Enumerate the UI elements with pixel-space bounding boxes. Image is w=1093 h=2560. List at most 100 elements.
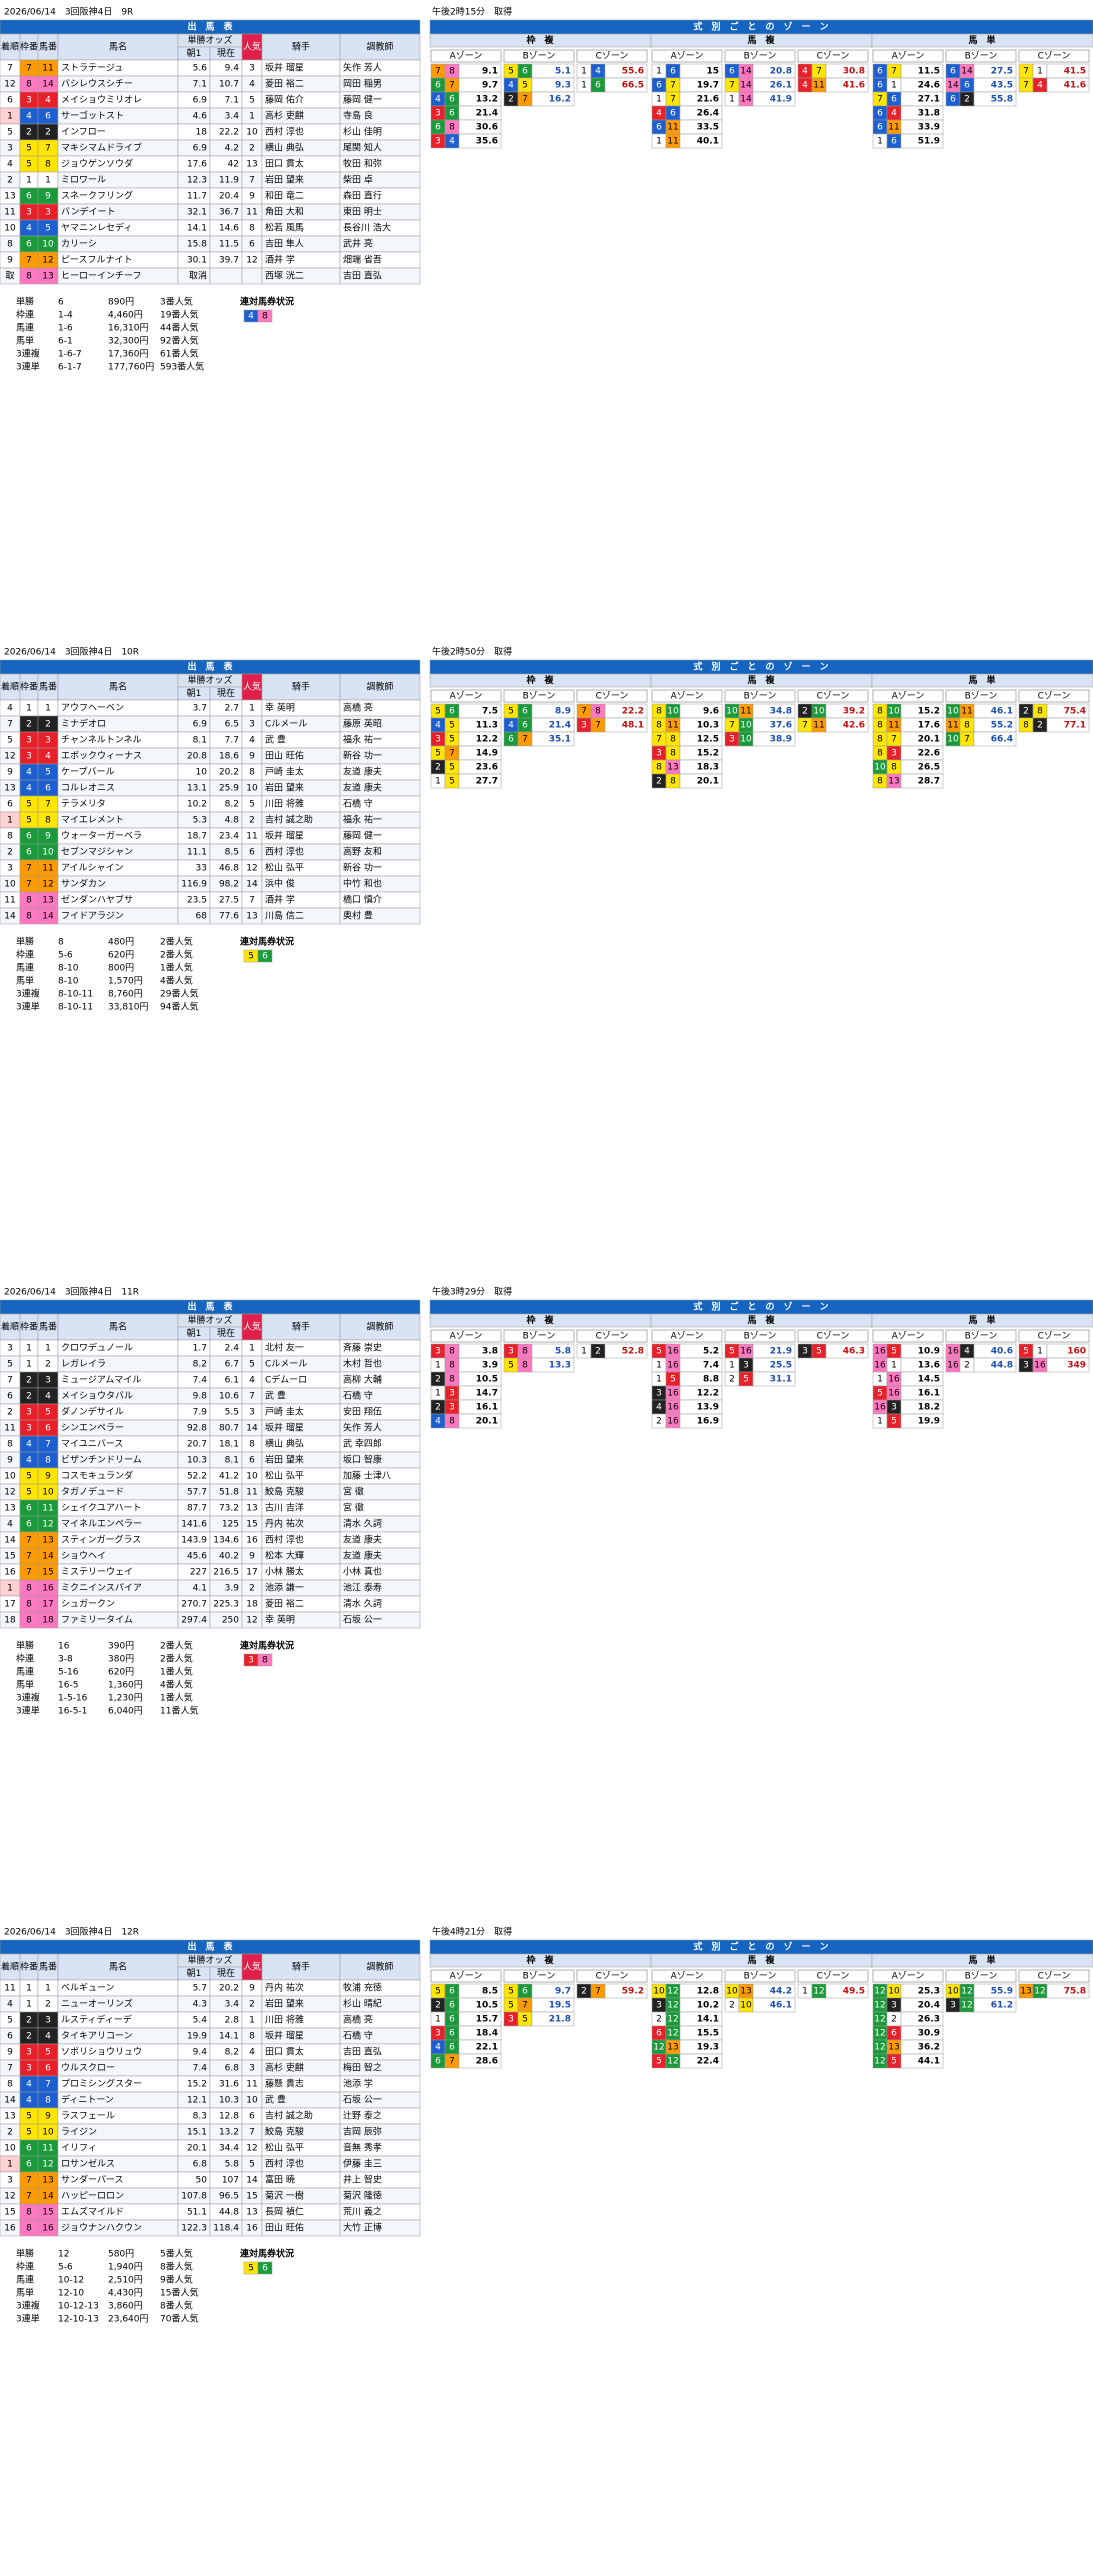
horse-now: 2.4 xyxy=(225,1344,240,1354)
zone-number: 3 xyxy=(891,1403,897,1413)
zone-number: 16 xyxy=(667,1347,679,1357)
zone-number: 13 xyxy=(667,763,678,773)
horse-rank: 8 xyxy=(7,1440,13,1450)
horse-name: ミクニインスパイア xyxy=(61,1583,142,1594)
payout: 枠連 xyxy=(16,1653,34,1665)
zone-number: 14 xyxy=(740,81,752,91)
horse-now: 10.7 xyxy=(219,80,239,90)
payout: 70番人気 xyxy=(160,2313,198,2325)
zone-value: 21.4 xyxy=(476,109,498,119)
zone-value: 37.6 xyxy=(770,721,792,731)
horse-now: 10.6 xyxy=(219,1392,239,1402)
horse-jockey: 浜中 俊 xyxy=(265,878,295,890)
zone-number: 13 xyxy=(888,2043,899,2053)
horse-now: 4.2 xyxy=(225,144,239,154)
horse-frame: 8 xyxy=(26,912,32,922)
zone-number: 13 xyxy=(888,777,899,787)
zone-number: 10 xyxy=(740,735,752,745)
horse-trainer: 吉田 直弘 xyxy=(343,270,382,282)
table-title: 出 馬 表 xyxy=(187,1941,233,1953)
payout: 177,760円 xyxy=(108,362,154,373)
zone-value: 52.8 xyxy=(622,1347,644,1357)
payout: 2,510円 xyxy=(108,2275,143,2286)
horse-pop: 4 xyxy=(249,1376,255,1386)
zone-number: 7 xyxy=(729,721,735,731)
zone-value: 20.1 xyxy=(918,735,940,745)
horse-frame: 7 xyxy=(26,64,32,74)
horse-jockey: 田口 貫太 xyxy=(265,2046,304,2058)
horse-name: ウォーターガーベラ xyxy=(61,831,142,842)
zone-number: 5 xyxy=(508,1361,514,1371)
table-cell xyxy=(241,267,263,285)
horse-rank: 14 xyxy=(4,1536,16,1546)
horse-now: 98.2 xyxy=(219,880,239,890)
zone-number: 12 xyxy=(653,2043,664,2053)
horse-frame: 6 xyxy=(26,1520,32,1530)
zone-number: 6 xyxy=(950,67,956,77)
payout: 枠連 xyxy=(16,2261,34,2273)
payout: 1,570円 xyxy=(108,976,143,987)
horse-morning: 141.6 xyxy=(181,1520,207,1530)
horse-num: 9 xyxy=(45,192,51,202)
horse-trainer: 石橋 守 xyxy=(343,798,373,810)
horse-jockey: 幸 英明 xyxy=(265,702,295,714)
zone-value: 14.1 xyxy=(697,2015,719,2025)
zone-value: 349 xyxy=(1067,1361,1086,1371)
zone-header xyxy=(1018,1329,1090,1343)
status-frame: 3 xyxy=(248,1656,254,1666)
payout: 8-10-11 xyxy=(58,990,93,1000)
horse-frame: 1 xyxy=(26,176,32,186)
horse-rank: 7 xyxy=(7,2064,13,2074)
horse-num: 2 xyxy=(45,720,51,730)
horse-num: 11 xyxy=(42,64,53,74)
zone-number: 3 xyxy=(435,1347,441,1357)
horse-morning: 30.1 xyxy=(187,256,207,266)
horse-morning: 8.1 xyxy=(193,736,207,746)
horse-num: 10 xyxy=(42,2128,54,2138)
horse-trainer: 池添 学 xyxy=(343,2078,373,2090)
horse-name: フイドアラジン xyxy=(61,911,124,922)
payout: 8番人気 xyxy=(160,2300,193,2312)
zone-value: 11.3 xyxy=(476,721,498,731)
horse-jockey: 菱田 裕二 xyxy=(265,1598,304,1610)
horse-now: 23.4 xyxy=(219,832,239,842)
horse-frame: 7 xyxy=(26,1552,32,1562)
horse-now: 216.5 xyxy=(213,1568,239,1578)
zone-value: 34.8 xyxy=(770,707,792,717)
horse-pop: 14 xyxy=(246,880,258,890)
zone-number: 8 xyxy=(656,721,662,731)
payout: 620円 xyxy=(108,1667,134,1678)
zone-number: 5 xyxy=(656,1347,662,1357)
horse-frame: 3 xyxy=(26,96,32,106)
zone-number: 3 xyxy=(656,749,662,759)
zone-label: Aゾーン xyxy=(892,1971,925,1982)
horse-rank: 12 xyxy=(4,1488,15,1498)
horse-trainer: 中竹 和也 xyxy=(343,878,382,890)
zone-value: 12.5 xyxy=(697,735,719,745)
horse-now: 118.4 xyxy=(213,2224,239,2234)
zone-value-cell xyxy=(825,1343,869,1359)
zone-number: 6 xyxy=(964,81,970,91)
horse-trainer: 友道 康夫 xyxy=(343,766,382,778)
horse-rank: 16 xyxy=(4,1568,16,1578)
horse-frame: 7 xyxy=(26,2176,32,2186)
horse-trainer: 牧田 和弥 xyxy=(343,158,382,170)
zone-header xyxy=(945,1329,1017,1343)
zone-value: 9.6 xyxy=(703,707,719,717)
payout: 2番人気 xyxy=(160,949,193,961)
zone-value-cell xyxy=(1046,1983,1090,1999)
payout: 2番人気 xyxy=(160,936,193,948)
horse-num: 15 xyxy=(42,2208,53,2218)
horse-num: 13 xyxy=(42,896,53,906)
zone-value-cell xyxy=(825,1983,869,1999)
zone-number: 16 xyxy=(667,1361,679,1371)
zone-value: 3.8 xyxy=(482,1347,498,1357)
horse-now: 31.6 xyxy=(219,2080,239,2090)
horse-jockey: 松若 風馬 xyxy=(265,222,304,234)
zone-number: 5 xyxy=(656,2057,662,2067)
horse-rank: 5 xyxy=(7,2016,13,2026)
horse-num: 1 xyxy=(45,1984,51,1994)
zone-number: 6 xyxy=(950,95,956,105)
payout: 枠連 xyxy=(16,949,34,961)
